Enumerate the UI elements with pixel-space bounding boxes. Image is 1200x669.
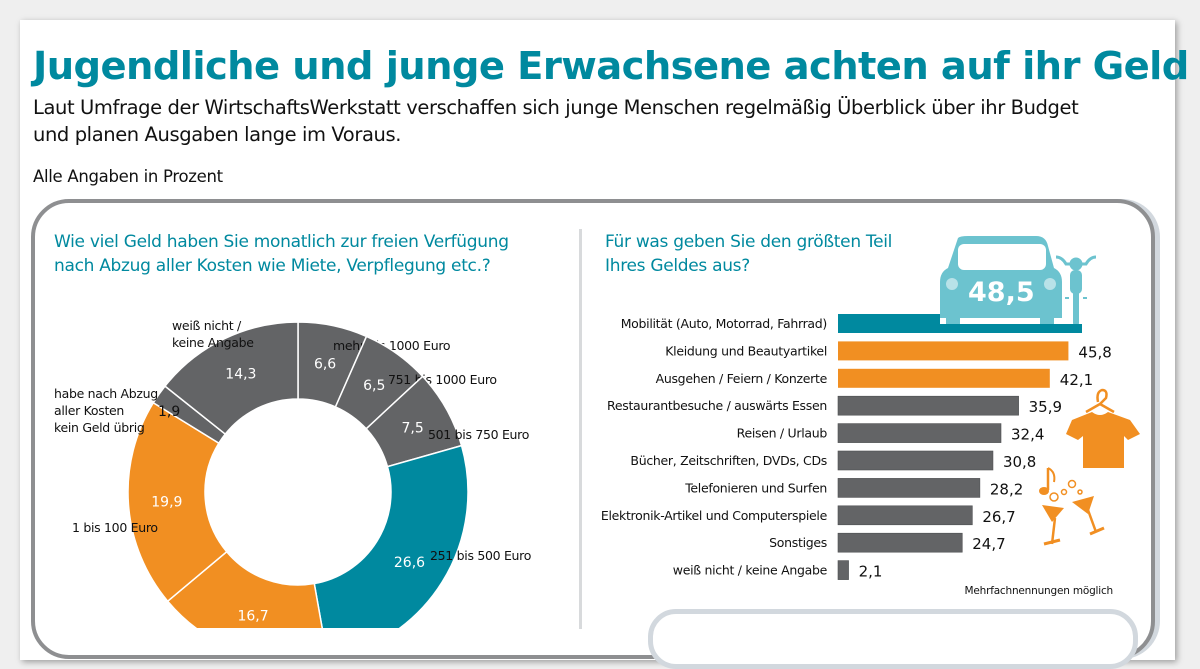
- donut-slice: [313, 444, 469, 628]
- donut-value-label: 14,3: [225, 367, 256, 383]
- bar-value-label: 2,1: [859, 563, 883, 581]
- donut-question-line-1: Wie viel Geld haben Sie monatlich zur fr…: [54, 232, 509, 252]
- bar-category-label: Restaurantbesuche / auswärts Essen: [607, 398, 827, 413]
- bar: [838, 314, 1082, 333]
- donut-value-label: 19,9: [151, 494, 182, 510]
- bar-category-label: Sonstiges: [769, 535, 827, 550]
- bar: [837, 505, 973, 526]
- bar: [837, 395, 1019, 416]
- donut-value-label: 16,7: [237, 609, 268, 625]
- cocktail-party-icon: [1039, 467, 1105, 546]
- bar-chart: Mobilität (Auto, Motorrad, Fahrrad) Kleid…: [601, 314, 1113, 597]
- bar: [837, 423, 1002, 443]
- bar: [838, 341, 1069, 361]
- multiple-answers-footnote: Mehrfachnennungen möglich: [965, 585, 1113, 597]
- bar: [837, 450, 994, 471]
- motorcycle-icon: [1055, 255, 1097, 326]
- bar-value-label: 24,7: [972, 535, 1005, 553]
- panel-divider: [579, 229, 582, 629]
- bar: [837, 478, 981, 498]
- subtitle-line-1: Laut Umfrage der WirtschaftsWerkstatt ve…: [33, 96, 1079, 119]
- donut-question-line-2: nach Abzug aller Kosten wie Miete, Verpf…: [54, 256, 491, 276]
- bar-value-label: 35,9: [1029, 398, 1062, 416]
- shirt-icon: [1066, 388, 1140, 468]
- bar-question-line-2: Ihres Geldes aus?: [605, 256, 750, 276]
- mobility-highlight-value: 48,5: [968, 277, 1035, 308]
- bar-value-label: 30,8: [1003, 453, 1036, 471]
- donut-category-label: habe nach Abzug aller Kosten kein Geld übr…: [54, 386, 158, 435]
- bar-category-label: Reisen / Urlaub: [737, 426, 828, 441]
- bar-value-label: 42,1: [1060, 371, 1093, 389]
- bar-question-line-1: Für was geben Sie den größten Teil: [605, 232, 893, 252]
- bar-category-label: Elektronik-Artikel und Computerspiele: [601, 508, 828, 523]
- bar: [838, 368, 1050, 388]
- bar-category-label: Kleidung und Beautyartikel: [665, 343, 827, 358]
- donut-slice: [127, 401, 228, 603]
- donut-value-label: 6,5: [363, 378, 385, 394]
- donut-value-label: 26,6: [394, 555, 425, 571]
- donut-category-label: weiß nicht / keine Angabe: [172, 318, 254, 350]
- donut-category-label: 251 bis 500 Euro: [430, 548, 531, 563]
- donut-question: Wie viel Geld haben Sie monatlich zur fr…: [54, 230, 509, 278]
- donut-category-label: 1 bis 100 Euro: [72, 520, 158, 535]
- donut-value-label: 6,6: [314, 356, 336, 372]
- bar-category-label: Ausgehen / Feiern / Konzerte: [656, 371, 828, 386]
- page-title: Jugendliche und junge Erwachsene achten …: [33, 44, 1189, 89]
- subtitle-line-2: und planen Ausgaben lange im Voraus.: [33, 123, 402, 146]
- donut-value-label: 7,5: [401, 421, 423, 437]
- decorative-icons: [940, 236, 1140, 546]
- bar: [837, 532, 963, 553]
- donut-slice: [163, 321, 299, 436]
- bar-category-label: weiß nicht / keine Angabe: [673, 563, 828, 578]
- bar-value-label: 32,4: [1011, 426, 1044, 444]
- units-note: Alle Angaben in Prozent: [33, 167, 223, 186]
- bar-category-label: Telefonieren und Surfen: [684, 480, 827, 495]
- page-subtitle: Laut Umfrage der WirtschaftsWerkstatt ve…: [33, 94, 1133, 148]
- donut-value-label: 1,9: [158, 404, 180, 420]
- donut-category-label: 501 bis 750 Euro: [428, 427, 529, 442]
- bar-value-label: 45,8: [1078, 343, 1111, 361]
- bar-value-label: 26,7: [982, 508, 1015, 526]
- bar-category-label: Bücher, Zeitschriften, DVDs, CDs: [630, 453, 827, 468]
- bar-question: Für was geben Sie den größten Teil Ihres…: [605, 230, 892, 278]
- bar: [837, 560, 849, 580]
- bar-category-label: Mobilität (Auto, Motorrad, Fahrrad): [621, 316, 827, 331]
- donut-category-label: 751 bis 1000 Euro: [388, 372, 497, 387]
- bar-value-label: 28,2: [990, 480, 1023, 498]
